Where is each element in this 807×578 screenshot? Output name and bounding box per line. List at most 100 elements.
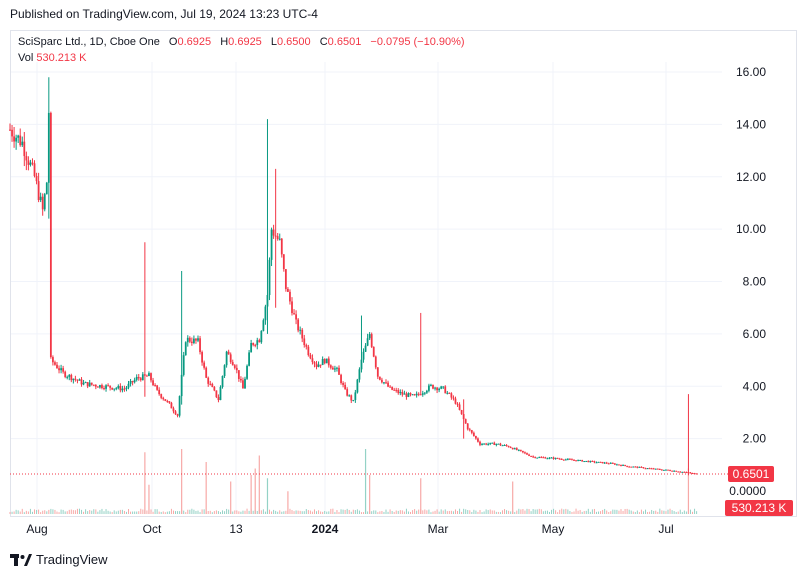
volume-bar	[504, 509, 506, 514]
candle-body	[88, 382, 91, 387]
candle-body	[681, 471, 684, 473]
candle-body	[264, 306, 267, 321]
candle-body	[566, 458, 569, 460]
candle-body	[31, 162, 34, 164]
volume-bar	[481, 512, 483, 514]
volume-bar	[598, 511, 600, 514]
candle-body	[397, 390, 400, 394]
candle-body	[152, 380, 154, 386]
footer-brand[interactable]: TradingView	[10, 552, 108, 567]
volume-spike	[254, 468, 256, 514]
candle-body	[558, 458, 561, 460]
volume-bar	[389, 509, 391, 514]
volume-bar	[436, 509, 438, 514]
candle-body	[499, 443, 502, 446]
volume-bar	[571, 511, 573, 514]
volume-bar	[685, 511, 687, 514]
volume-bar	[440, 509, 442, 514]
volume-bar	[113, 510, 115, 514]
volume-bar	[262, 509, 264, 514]
candle-body	[636, 466, 639, 468]
volume-bar	[358, 510, 360, 514]
volume-bar	[103, 511, 105, 514]
volume-bar	[618, 510, 620, 514]
candle-body	[644, 468, 647, 470]
candle-body	[383, 382, 385, 384]
candle-body	[370, 334, 373, 347]
candle-body	[618, 464, 620, 466]
candle-body	[289, 291, 291, 302]
volume-bar	[638, 512, 640, 514]
volume-bar	[271, 511, 273, 514]
volume-bar	[156, 509, 158, 514]
volume-spike	[687, 468, 690, 514]
y-tick-label: 12.00	[736, 170, 766, 184]
candle-body	[479, 441, 481, 445]
volume-bar	[501, 510, 503, 514]
volume-bar	[246, 508, 248, 514]
candle-body	[650, 468, 653, 470]
candle-body	[129, 381, 132, 384]
candle-body	[391, 386, 394, 390]
volume-bar	[626, 508, 628, 514]
chart-panel	[10, 30, 797, 517]
volume-bar	[379, 511, 381, 514]
candle-body	[366, 338, 369, 346]
candle-body	[135, 376, 138, 380]
candle-body	[148, 373, 150, 377]
volume-bar	[78, 508, 80, 514]
candle-body	[374, 356, 377, 368]
volume-bar	[610, 511, 612, 514]
candle-body	[528, 454, 530, 456]
volume-bar	[536, 509, 538, 514]
candle-body	[585, 460, 588, 462]
candle-body	[448, 392, 451, 394]
candle-body	[74, 378, 77, 380]
candle-body	[444, 386, 447, 394]
candle-body	[35, 176, 38, 182]
candle-body	[423, 392, 426, 394]
candle-body	[687, 472, 690, 474]
volume-bar	[696, 511, 698, 514]
candle-body	[170, 402, 173, 409]
candle-body	[225, 351, 228, 366]
volume-bar	[553, 508, 555, 514]
candle-body	[119, 385, 122, 391]
volume-bar	[34, 509, 36, 514]
volume-bar	[340, 509, 342, 514]
candle-body	[669, 470, 671, 472]
volume-bar	[195, 510, 197, 514]
candle-body	[58, 368, 60, 371]
candle-body	[575, 460, 577, 462]
candle-body	[90, 382, 93, 385]
candle-body	[493, 442, 496, 446]
volume-bar	[264, 511, 266, 514]
y-tick-label: 16.00	[736, 65, 766, 79]
volume-bar	[546, 510, 548, 514]
candle-body	[562, 459, 565, 461]
candle-body	[362, 351, 365, 360]
volume-bar	[260, 510, 262, 514]
volume-bar	[391, 511, 393, 514]
candle-body	[526, 453, 528, 455]
volume-bar	[301, 511, 303, 514]
candle-body	[628, 466, 631, 468]
volume-bar	[58, 512, 60, 514]
volume-bar	[109, 511, 111, 514]
price-markers: 0.6501 530.213 K	[10, 465, 793, 516]
candle-body	[101, 385, 103, 389]
volume-bar	[450, 510, 452, 514]
candle-body	[624, 464, 626, 466]
volume-bar	[491, 510, 493, 514]
candle-body	[352, 399, 355, 401]
volume-bar	[604, 508, 606, 514]
candle-body	[407, 393, 410, 397]
candle-body	[517, 449, 520, 451]
candle-body	[60, 368, 62, 371]
volume-bar	[60, 509, 62, 514]
candle-body	[311, 358, 314, 363]
volume-bar	[657, 511, 659, 514]
volume-bar	[551, 509, 553, 514]
candle-body	[530, 455, 532, 457]
